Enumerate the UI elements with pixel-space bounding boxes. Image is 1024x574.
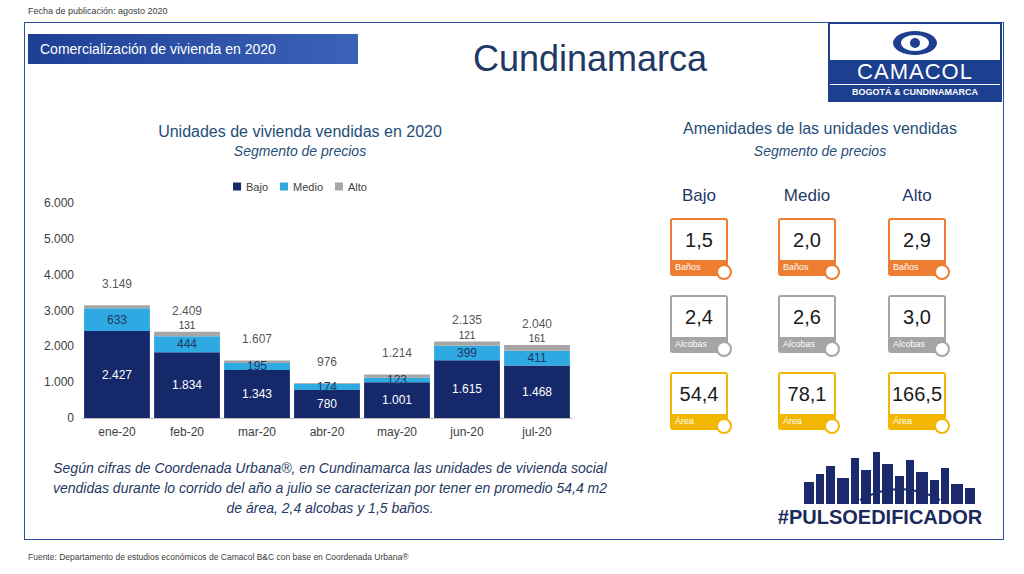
svg-text:2.040: 2.040 (522, 317, 552, 331)
html-text:Alcobas: Alcobas (675, 339, 707, 349)
svg-text:633: 633 (107, 313, 127, 327)
html-text:Medio: Medio (783, 186, 831, 205)
svg-text:Alto: Alto (348, 181, 367, 193)
html-text:3,0: 3,0 (903, 306, 931, 328)
svg-text:2.409: 2.409 (172, 304, 202, 318)
html-text:Alcobas: Alcobas (783, 339, 815, 349)
svg-text:3.149: 3.149 (102, 277, 132, 291)
svg-text:ene-20: ene-20 (98, 425, 136, 439)
html-text:Área: Área (783, 416, 802, 426)
html-text:Alcobas: Alcobas (893, 339, 925, 349)
svg-text:2.000: 2.000 (44, 339, 74, 353)
svg-text:123: 123 (387, 373, 407, 387)
svg-text:1.343: 1.343 (242, 387, 272, 401)
svg-text:Bajo: Bajo (246, 181, 268, 193)
svg-text:1.214: 1.214 (382, 346, 412, 360)
svg-text:780: 780 (317, 397, 337, 411)
svg-text:121: 121 (459, 330, 476, 341)
svg-text:1.001: 1.001 (382, 393, 412, 407)
svg-text:5.000: 5.000 (44, 232, 74, 246)
svg-text:976: 976 (317, 355, 337, 369)
html-text:Amenidades de las unidades ven: Amenidades de las unidades vendidas (683, 120, 957, 137)
html-text:Fecha de publicación: agosto 2: Fecha de publicación: agosto 2020 (28, 6, 168, 16)
svg-text:174: 174 (317, 380, 337, 394)
svg-text:1.000: 1.000 (44, 375, 74, 389)
svg-text:411: 411 (527, 351, 546, 365)
html-text:Según cifras de Coordenada Urb: Según cifras de Coordenada Urbana®, en C… (52, 460, 607, 516)
svg-text:399: 399 (457, 346, 477, 360)
html-text:Comercialización de vivienda e: Comercialización de vivienda en 2020 (40, 41, 276, 57)
html-text:Baños: Baños (783, 262, 809, 272)
svg-text:Unidades de vivienda vendidas: Unidades de vivienda vendidas en 2020 (158, 123, 442, 140)
html-text:2,9: 2,9 (903, 229, 931, 251)
html-text:Baños: Baños (675, 262, 701, 272)
svg-text:may-20: may-20 (377, 425, 417, 439)
html-text:54,4: 54,4 (679, 383, 719, 405)
html-text:Segmento de precios: Segmento de precios (753, 143, 887, 159)
html-text:2,0: 2,0 (793, 229, 821, 251)
html-text:Área: Área (675, 416, 694, 426)
html-text:78,1: 78,1 (787, 383, 827, 405)
svg-text:1.615: 1.615 (452, 382, 482, 396)
html-text:Alto: Alto (902, 186, 932, 205)
svg-text:1.468: 1.468 (522, 385, 552, 399)
svg-text:1.607: 1.607 (242, 332, 272, 346)
svg-text:161: 161 (529, 333, 546, 344)
svg-text:jun-20: jun-20 (449, 425, 484, 439)
svg-text:444: 444 (177, 337, 197, 351)
svg-text:2.135: 2.135 (452, 313, 482, 327)
html-text:2,6: 2,6 (793, 306, 821, 328)
svg-text:Segmento de precios: Segmento de precios (234, 143, 366, 159)
html-text:Baños: Baños (893, 262, 919, 272)
svg-text:3.000: 3.000 (44, 304, 74, 318)
html-text:2,4: 2,4 (685, 306, 713, 328)
svg-text:4.000: 4.000 (44, 268, 74, 282)
html-text:Fuente: Departamento de estudi: Fuente: Departamento de estudios económi… (28, 552, 409, 562)
svg-text:feb-20: feb-20 (170, 425, 204, 439)
html-text:Área: Área (893, 416, 912, 426)
html-text:BOGOTÁ & CUNDINAMARCA: BOGOTÁ & CUNDINAMARCA (852, 87, 978, 97)
html-text:166,5: 166,5 (892, 383, 942, 405)
svg-text:mar-20: mar-20 (238, 425, 276, 439)
svg-text:0: 0 (67, 411, 74, 425)
html-text:#PULSOEDIFICADOR: #PULSOEDIFICADOR (777, 506, 983, 528)
svg-text:131: 131 (179, 320, 196, 331)
html-text:1,5: 1,5 (685, 229, 713, 251)
svg-text:6.000: 6.000 (44, 196, 74, 210)
svg-text:Medio: Medio (293, 181, 323, 193)
svg-text:2.427: 2.427 (102, 368, 132, 382)
html-text:CAMACOL: CAMACOL (857, 59, 973, 84)
svg-text:jul-20: jul-20 (521, 425, 552, 439)
svg-text:1.834: 1.834 (172, 378, 202, 392)
svg-text:195: 195 (247, 359, 267, 373)
html-text:Cundinamarca: Cundinamarca (472, 38, 708, 79)
svg-text:abr-20: abr-20 (310, 425, 345, 439)
html-text:Bajo: Bajo (682, 186, 716, 205)
